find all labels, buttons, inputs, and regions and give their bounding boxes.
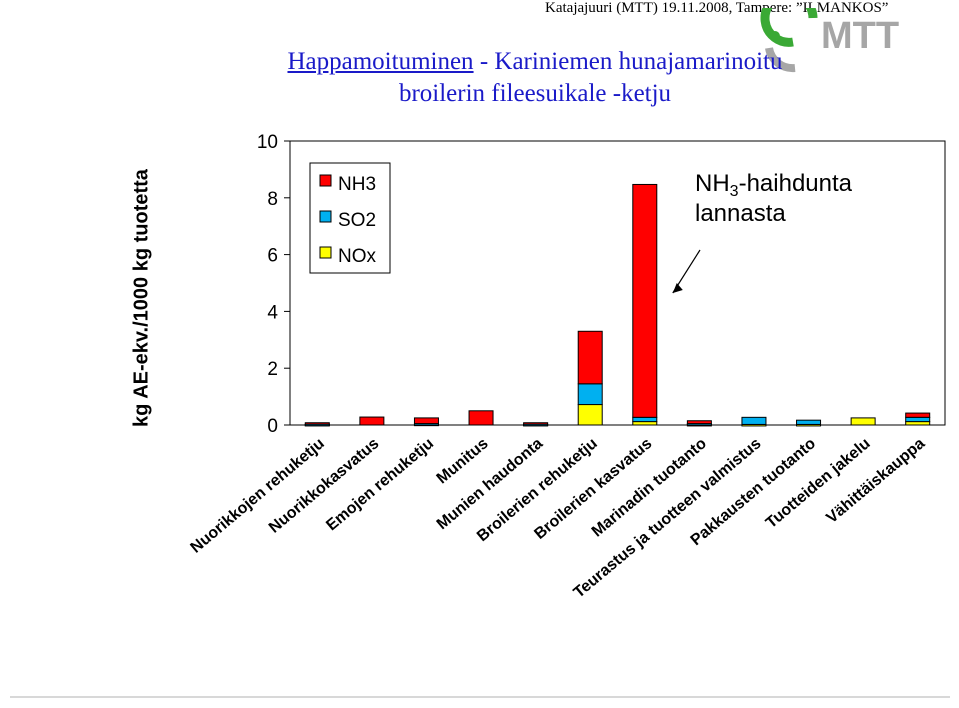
plot-area-frame: [289, 140, 946, 426]
bar-nh3: [359, 416, 385, 426]
bar-so2: [905, 416, 931, 423]
bar-nh3: [686, 420, 712, 425]
bar-nh3: [523, 422, 549, 425]
legend-swatch-nox: [319, 246, 332, 259]
legend-label-nh3: NH3: [338, 174, 376, 195]
bottom-divider: [10, 696, 950, 698]
y-tick-label: 0: [267, 416, 278, 437]
bar-nh3: [577, 330, 603, 385]
bar-so2: [632, 416, 658, 423]
annotation-line1: NH3-haihdunta: [695, 170, 853, 200]
y-tick-label: 10: [257, 132, 278, 153]
chart-title-keyword: Happamoituminen: [287, 48, 474, 75]
annotation-subscript: 3: [730, 183, 739, 200]
bar-nh3: [304, 422, 330, 425]
chart-title-rest: - Kariniemen hunajamarinoitu: [473, 48, 783, 75]
legend-label-so2: SO2: [338, 210, 376, 231]
bar-nox: [632, 421, 658, 426]
annotation-line2: lannasta: [695, 200, 786, 227]
bar-nox: [577, 404, 603, 426]
y-tick-label: 8: [267, 189, 278, 210]
y-tick-label: 6: [267, 246, 278, 267]
mtt-logo-icon: MTT: [760, 8, 899, 73]
bar-so2: [796, 419, 822, 425]
legend-label-nox: NOx: [338, 246, 377, 267]
header-info: Katajajuuri (MTT) 19.11.2008, Tampere: ”…: [545, 0, 889, 16]
bar-nox: [905, 421, 931, 426]
annotation-suffix: -haihdunta: [739, 170, 853, 197]
bar-so2: [577, 383, 603, 406]
legend-swatch-so2: [319, 210, 332, 223]
bar-nox: [850, 417, 876, 426]
logo-text: MTT: [821, 15, 899, 57]
x-tick-label: Vähittäiskauppa: [823, 435, 928, 527]
bar-so2: [741, 416, 767, 425]
annotation-arrow-head: [672, 283, 683, 293]
annotation-prefix: NH: [695, 170, 730, 197]
legend-swatch-nh3: [319, 174, 332, 187]
chart-title-line2: broilerin fileesuikale -ketju: [398, 80, 672, 107]
bar-nh3: [632, 183, 658, 418]
chart-title-line1: Happamoituminen - Kariniemen hunajamarin…: [0, 48, 959, 76]
y-tick-label: 2: [267, 359, 278, 380]
bar-nh3: [468, 410, 494, 426]
bar-nh3: [413, 417, 439, 425]
y-tick-label: 4: [267, 302, 278, 323]
bar-nh3: [905, 412, 931, 418]
x-tick-label: Tuotteiden jakelu: [763, 435, 874, 532]
